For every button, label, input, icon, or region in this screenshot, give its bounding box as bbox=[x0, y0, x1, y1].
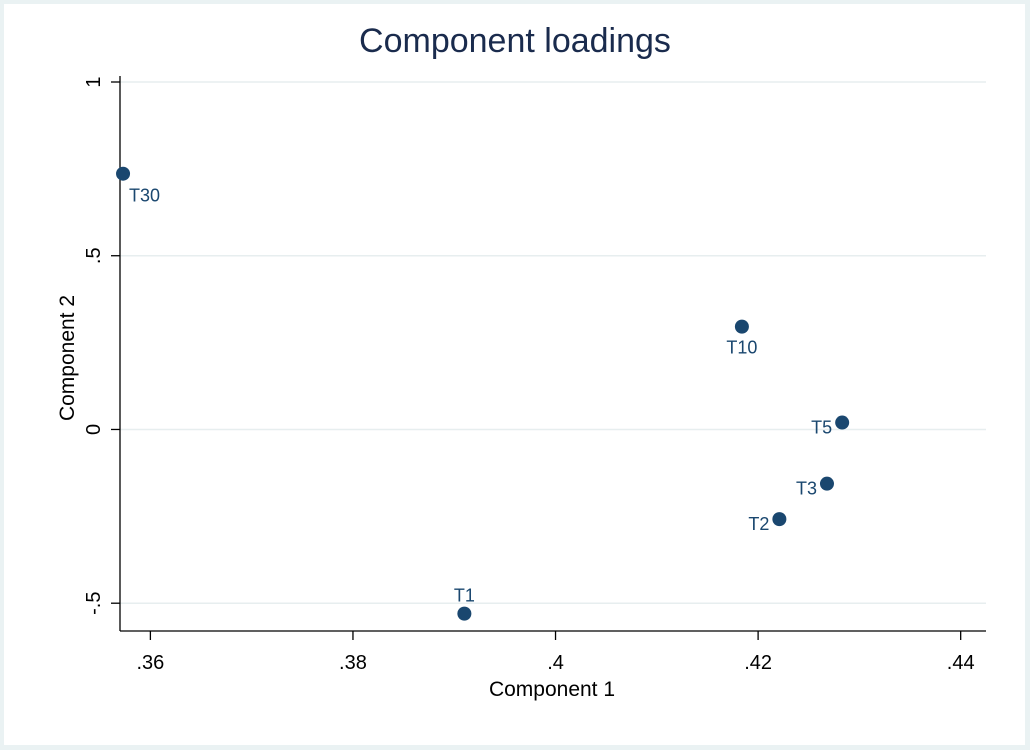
point-label-t5: T5 bbox=[811, 418, 832, 438]
point-t2 bbox=[772, 512, 787, 527]
data-points: T30 T10 T5 T3 T2 T1 bbox=[116, 166, 850, 621]
axes: -.5 0 .5 1 .36 .38 .4 .42 .44 bbox=[83, 76, 986, 674]
point-t5 bbox=[835, 415, 850, 430]
point-t1 bbox=[457, 606, 472, 621]
y-tick-label: 1 bbox=[83, 76, 105, 87]
x-tick-label: .36 bbox=[136, 652, 164, 674]
chart-frame: Component loadings -.5 0 .5 1 .36 .38 .4 .42 .44… bbox=[4, 4, 1025, 745]
point-t10 bbox=[734, 319, 749, 334]
point-label-t1: T1 bbox=[454, 586, 475, 606]
point-label-t3: T3 bbox=[796, 479, 817, 499]
gridlines bbox=[120, 81, 986, 604]
chart-title: Component loadings bbox=[359, 22, 671, 60]
point-label-t30: T30 bbox=[129, 186, 160, 206]
x-axis-title: Component 1 bbox=[489, 678, 615, 701]
point-label-t2: T2 bbox=[748, 514, 769, 534]
point-label-t10: T10 bbox=[726, 338, 757, 358]
x-tick-label: .42 bbox=[744, 652, 772, 674]
x-tick-label: .38 bbox=[339, 652, 367, 674]
y-tick-label: .5 bbox=[83, 247, 105, 264]
x-tick-label: .4 bbox=[547, 652, 564, 674]
y-tick-label: -.5 bbox=[83, 592, 105, 615]
point-t3 bbox=[819, 476, 834, 491]
point-t30 bbox=[116, 166, 131, 181]
scatter-chart: Component loadings -.5 0 .5 1 .36 .38 .4 .42 .44… bbox=[56, 22, 986, 701]
x-tick-label: .44 bbox=[947, 652, 975, 674]
y-tick-label: 0 bbox=[83, 424, 105, 435]
y-axis-title: Component 2 bbox=[56, 295, 79, 421]
